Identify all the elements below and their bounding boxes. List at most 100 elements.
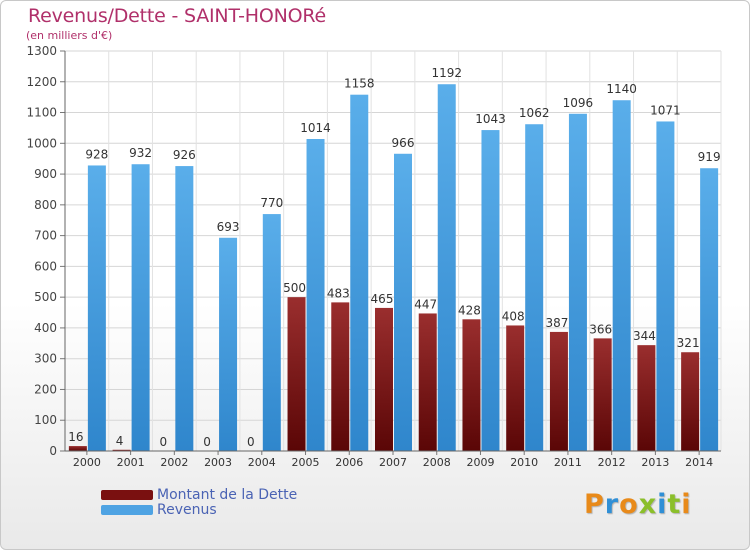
x-tick-label: 2011 xyxy=(554,456,582,469)
data-label-revenus: 1062 xyxy=(519,106,550,120)
data-label-debt: 465 xyxy=(371,292,394,306)
data-label-revenus: 693 xyxy=(217,220,240,234)
bar-revenus xyxy=(481,130,500,452)
logo-letter: o xyxy=(619,489,639,520)
logo-letter: i xyxy=(657,489,668,520)
bar-revenus xyxy=(525,124,544,451)
bar-debt xyxy=(287,297,306,451)
x-tick-label: 2002 xyxy=(160,456,188,469)
y-tick-label: 900 xyxy=(34,167,57,181)
y-tick-label: 1200 xyxy=(26,75,57,89)
logo-letter: i xyxy=(681,489,692,520)
y-tick-label: 200 xyxy=(34,382,57,396)
x-tick-label: 2005 xyxy=(292,456,320,469)
bar-revenus xyxy=(700,168,719,451)
y-tick-label: 100 xyxy=(34,413,57,427)
bar-debt xyxy=(418,313,437,451)
data-label-revenus: 1096 xyxy=(563,96,594,110)
bar-debt xyxy=(68,446,87,451)
data-label-debt: 344 xyxy=(633,329,656,343)
data-label-revenus: 928 xyxy=(85,147,108,161)
x-tick-label: 2001 xyxy=(117,456,145,469)
data-label-debt: 447 xyxy=(414,297,437,311)
logo-letter: t xyxy=(667,489,682,520)
x-tick-label: 2004 xyxy=(248,456,276,469)
legend-label-revenus: Revenus xyxy=(157,502,217,518)
y-tick-label: 1100 xyxy=(26,106,57,120)
bars-layer xyxy=(68,84,719,452)
data-label-debt: 0 xyxy=(160,435,168,449)
bar-debt xyxy=(681,352,700,451)
data-label-revenus: 1014 xyxy=(300,121,331,135)
bar-debt xyxy=(112,449,131,451)
data-label-revenus: 1158 xyxy=(344,77,375,91)
labels-layer: 16 928 4 932 0 926 0 693 0 770 500 1014 483 1158 465 96… xyxy=(68,66,720,449)
x-tick-label: 2010 xyxy=(510,456,538,469)
x-tick-label: 2007 xyxy=(379,456,407,469)
legend-swatch-debt xyxy=(101,490,153,500)
bar-debt xyxy=(331,302,350,451)
logo-letter: x xyxy=(638,489,658,520)
bar-revenus xyxy=(306,139,325,451)
y-tick-label: 800 xyxy=(34,198,57,212)
data-label-debt: 16 xyxy=(68,430,83,444)
y-tick-label: 1000 xyxy=(26,136,57,150)
data-label-revenus: 1043 xyxy=(475,112,506,126)
y-tick-label: 400 xyxy=(34,321,57,335)
x-tick-label: 2008 xyxy=(423,456,451,469)
legend-label-debt: Montant de la Dette xyxy=(157,487,298,503)
proxiti-logo: Proxiti xyxy=(584,489,692,520)
chart-subtitle: (en milliers d'€) xyxy=(26,29,113,42)
bar-revenus xyxy=(656,121,675,451)
data-label-revenus: 919 xyxy=(698,150,721,164)
x-tick-label: 2012 xyxy=(598,456,626,469)
bar-debt xyxy=(637,345,656,451)
x-tick-label: 2013 xyxy=(641,456,669,469)
x-tick-label: 2000 xyxy=(73,456,101,469)
bar-revenus xyxy=(219,237,238,451)
y-tick-label: 1300 xyxy=(26,44,57,58)
logo-letter: P xyxy=(584,489,605,520)
data-label-revenus: 1140 xyxy=(606,82,637,96)
bar-revenus xyxy=(394,153,412,451)
x-tick-label: 2009 xyxy=(466,456,494,469)
x-tick-label: 2003 xyxy=(204,456,232,469)
chart-title: Revenus/Dette - SAINT-HONORé xyxy=(28,5,326,27)
bar-revenus xyxy=(262,214,281,451)
data-label-debt: 321 xyxy=(677,336,700,350)
bar-revenus xyxy=(612,100,631,451)
x-tick-label: 2014 xyxy=(685,456,713,469)
bar-revenus xyxy=(568,113,587,452)
y-tick-label: 600 xyxy=(34,259,57,273)
bar-debt xyxy=(462,319,481,451)
data-label-debt: 408 xyxy=(502,309,525,323)
bar-debt xyxy=(375,307,393,451)
bar-debt xyxy=(506,325,525,451)
bar-debt xyxy=(593,338,612,451)
data-label-debt: 483 xyxy=(327,286,350,300)
data-label-debt: 366 xyxy=(589,322,612,336)
y-tick-label: 500 xyxy=(34,290,57,304)
data-label-debt: 428 xyxy=(458,303,481,317)
data-label-debt: 0 xyxy=(203,435,211,449)
bar-revenus xyxy=(437,84,456,451)
data-label-revenus: 966 xyxy=(392,136,415,150)
data-label-revenus: 932 xyxy=(129,146,152,160)
axis-layer: 0100200300400500600700800900100011001200… xyxy=(26,44,721,469)
data-label-debt: 4 xyxy=(116,434,124,448)
y-tick-label: 300 xyxy=(34,352,57,366)
bar-revenus xyxy=(175,166,194,452)
legend-swatch-revenus xyxy=(101,505,153,515)
bar-revenus xyxy=(131,164,150,451)
data-label-revenus: 1071 xyxy=(650,103,681,117)
bar-revenus xyxy=(350,94,369,451)
y-tick-label: 0 xyxy=(49,444,57,458)
data-label-debt: 500 xyxy=(283,281,306,295)
x-tick-label: 2006 xyxy=(335,456,363,469)
data-label-revenus: 926 xyxy=(173,148,196,162)
bar-revenus xyxy=(87,165,106,451)
data-label-debt: 0 xyxy=(247,435,255,449)
y-tick-label: 700 xyxy=(34,229,57,243)
